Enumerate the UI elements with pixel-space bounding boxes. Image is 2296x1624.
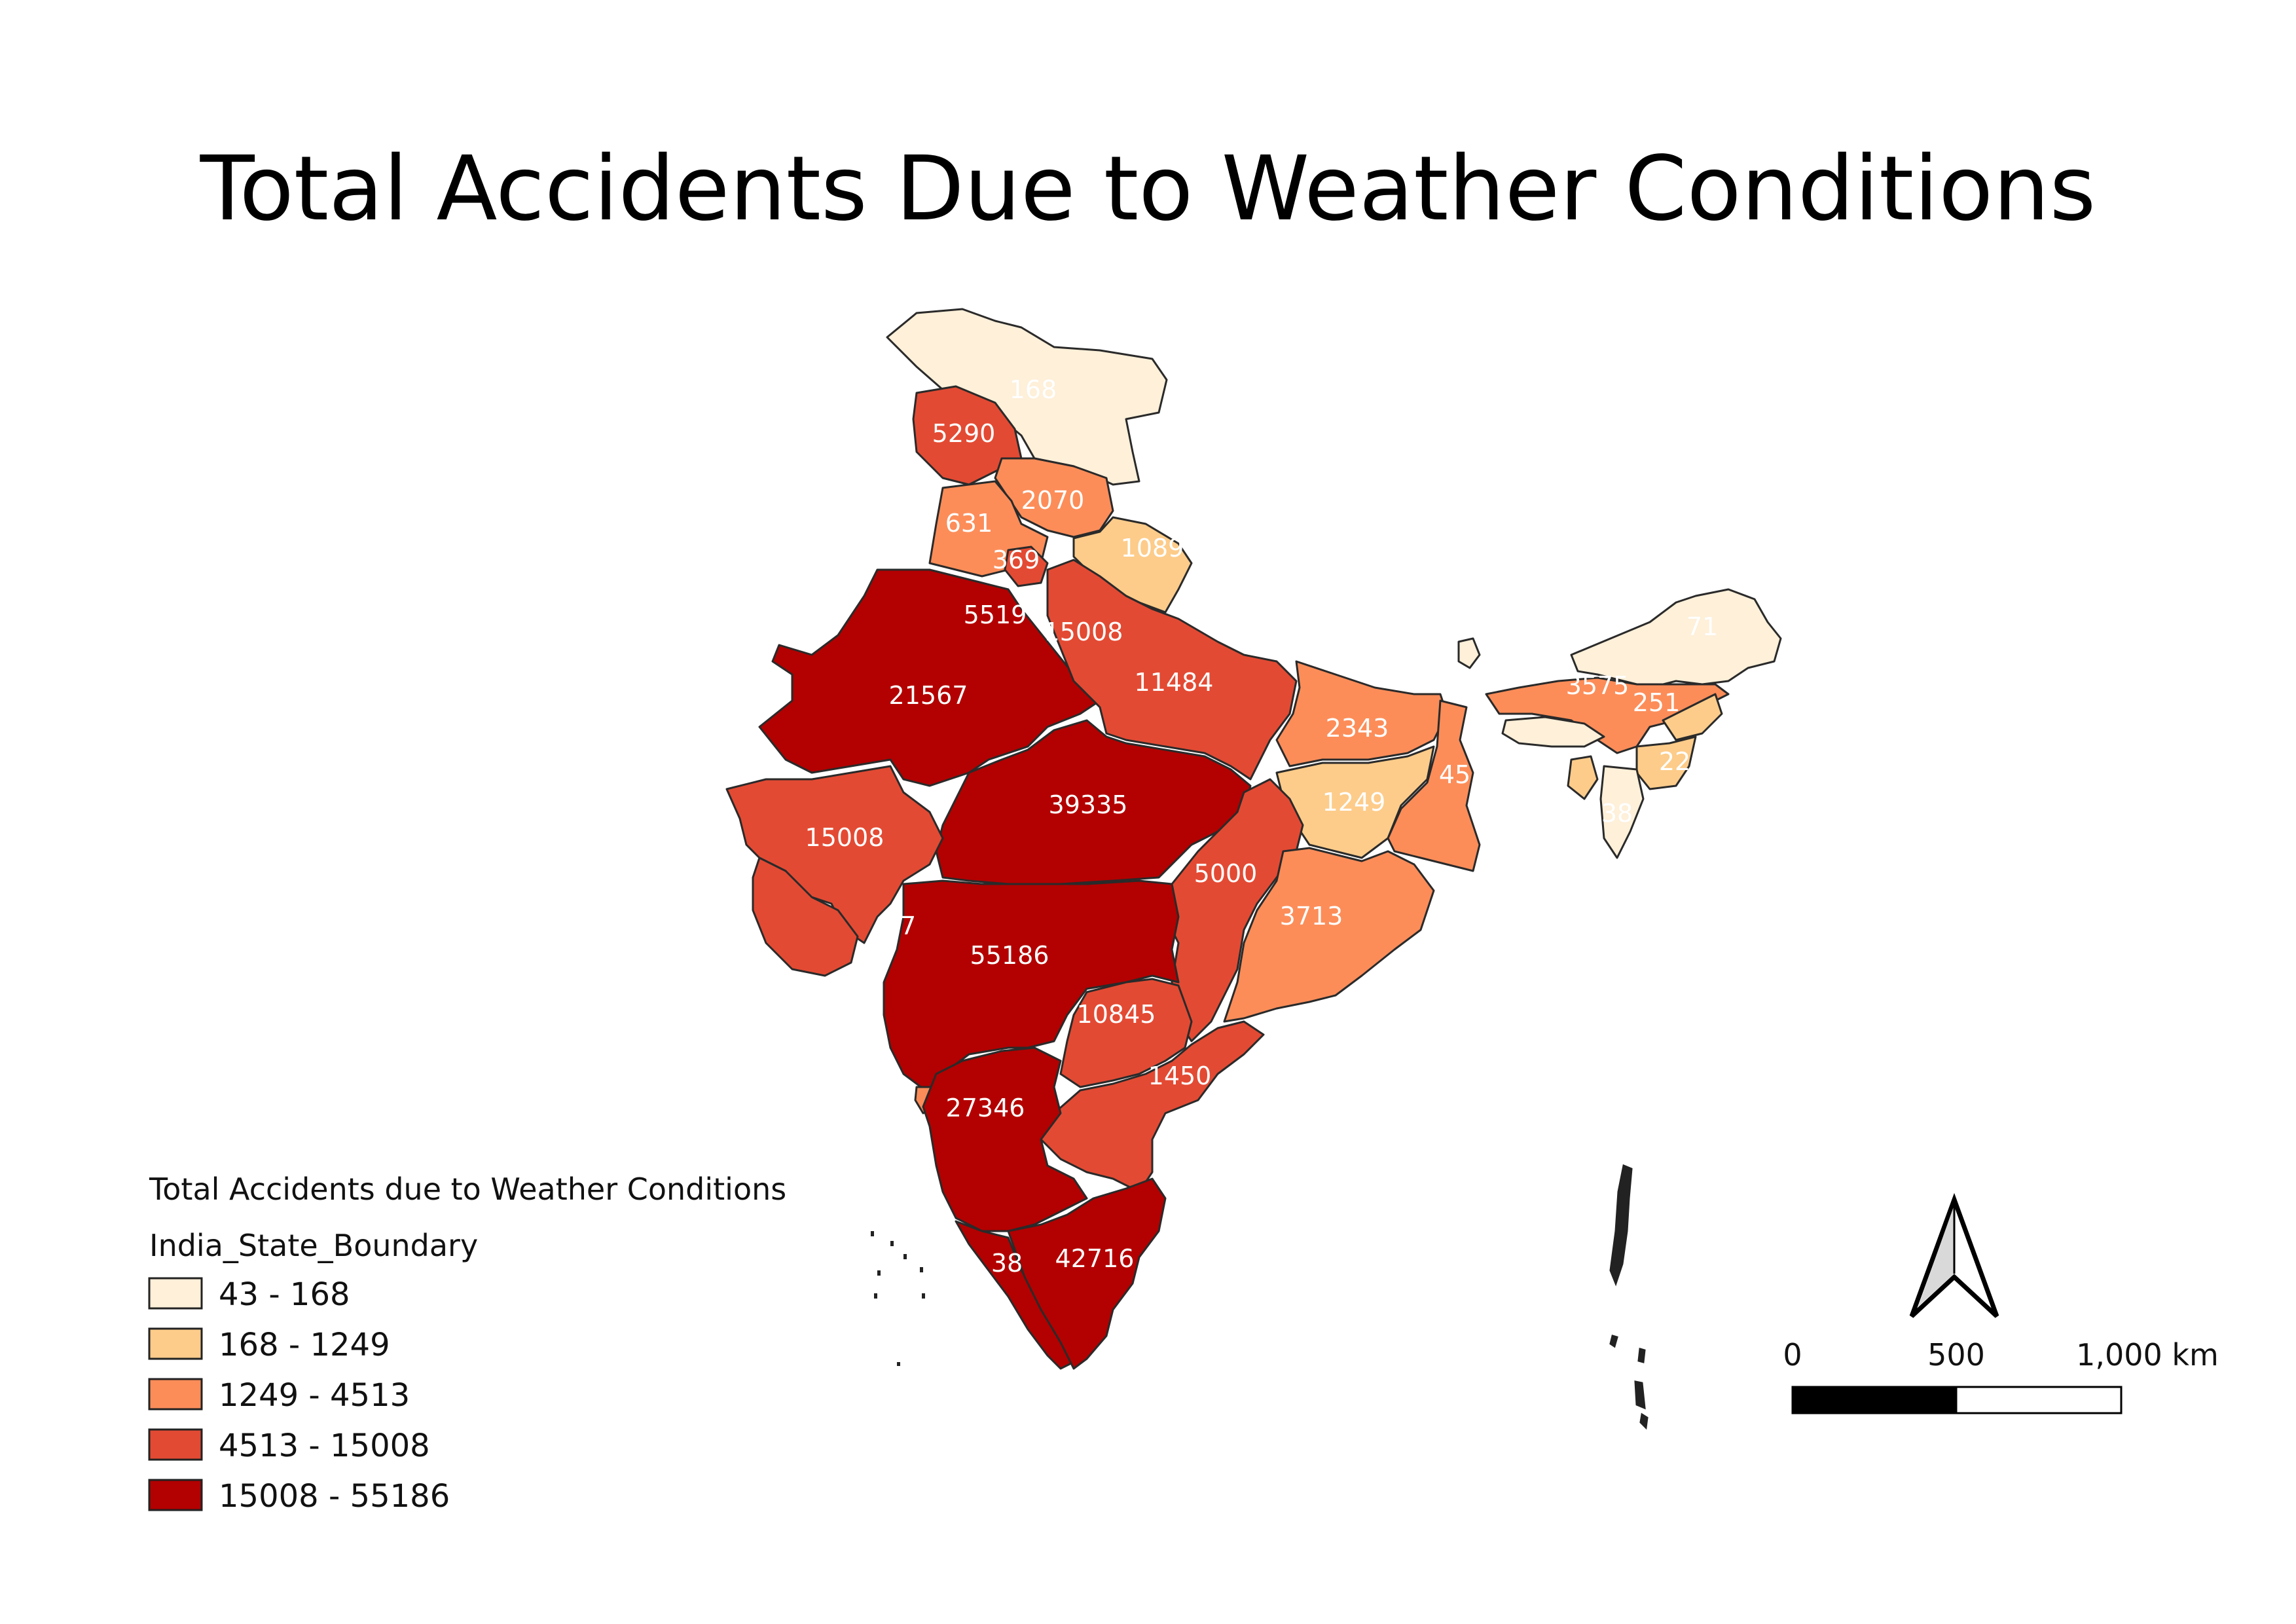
state-label: 38 [1601,799,1633,828]
state-label: 1249 [1322,788,1386,817]
state-label: 15008 [805,823,884,852]
state-chhattisgarh [1164,778,1304,1043]
state-label: 3575 [1566,671,1630,700]
legend-layer-name: India_State_Boundary [149,1228,478,1263]
legend-label: 15008 - 55186 [219,1478,450,1515]
state-label: 47 [884,912,916,940]
state-bihar [1275,660,1448,767]
legend-label: 1249 - 4513 [219,1377,410,1414]
state-label: 21567 [889,681,968,710]
state-nagaland [1662,693,1723,741]
state-label: 251 [1633,688,1681,717]
state-label: 27346 [946,1094,1025,1122]
state-telangana [1059,978,1193,1088]
state-label: 11484 [1135,668,1214,697]
legend-swatch [148,1378,203,1411]
state-label: 3713 [1280,902,1343,931]
state-tripura [1567,755,1599,800]
andaman-nicobar-islands [1609,1164,1649,1430]
state-label: 42716 [1055,1244,1135,1273]
legend-label: 168 - 1249 [219,1327,390,1363]
scale-label-500: 500 [1927,1337,1985,1373]
legend-swatch [148,1327,203,1360]
state-label: 5290 [932,419,996,448]
state-mizoram [1599,765,1645,859]
scale-label-1000: 1,000 km [2076,1337,2219,1373]
state-karnataka [922,1046,1088,1232]
state-label: 71 [1686,612,1718,641]
state-label: 10845 [1077,1000,1156,1029]
state-label: 168 [1010,375,1057,404]
scale-label-0: 0 [1783,1337,1802,1373]
state-label: 5519 [964,600,1027,629]
state-sikkim [1457,637,1481,669]
state-odisha [1223,847,1435,1023]
state-kerala [955,1220,1075,1370]
state-label: 631 [945,509,993,538]
state-rajasthan [758,568,1101,787]
scale-bar-black-segment [1791,1386,1958,1414]
india-states [725,308,1782,1370]
state-delhi [1004,545,1049,587]
lakshadweep-islands [871,1231,925,1366]
scale-bar: 0 500 1,000 km [1783,1337,2219,1414]
scale-bar-white-segment [1955,1386,2123,1414]
north-arrow-icon [1909,1192,1999,1318]
state-maharashtra [883,879,1180,1095]
state-up [1046,559,1298,781]
legend-swatch [148,1277,203,1310]
state-west-bengal [1387,699,1481,872]
map-legend: Total Accidents due to Weather Condition… [148,1172,786,1515]
state-label: 1450 [1148,1061,1212,1090]
state-label: 369 [993,545,1040,574]
map-title: Total Accidents Due to Weather Condition… [200,138,2096,241]
state-punjab [912,385,1023,486]
state-label: 5000 [1194,859,1258,888]
legend-swatch [148,1479,203,1511]
state-gujarat-saurashtra [752,857,859,977]
state-label: 38 [991,1249,1023,1278]
legend-label: 4513 - 15008 [219,1428,430,1464]
legend-title: Total Accidents due to Weather Condition… [149,1172,786,1207]
state-arunachal [1570,588,1782,689]
state-label: 15008 [1044,618,1123,646]
state-label: 2070 [1021,486,1085,515]
state-tamil-nadu [1007,1177,1167,1370]
legend-label: 43 - 168 [219,1276,350,1313]
state-label: 55186 [970,941,1049,970]
state-label: 2343 [1326,714,1389,743]
state-label: 39335 [1049,790,1128,819]
state-label: 1089 [1121,534,1184,563]
state-labels: 168 5290 2070 631 369 1089 5519 15008 11… [805,375,1719,1278]
state-meghalaya [1501,716,1605,748]
state-label: 22 [1659,747,1690,776]
legend-swatch [148,1428,203,1461]
state-label: 45 [1439,760,1470,789]
